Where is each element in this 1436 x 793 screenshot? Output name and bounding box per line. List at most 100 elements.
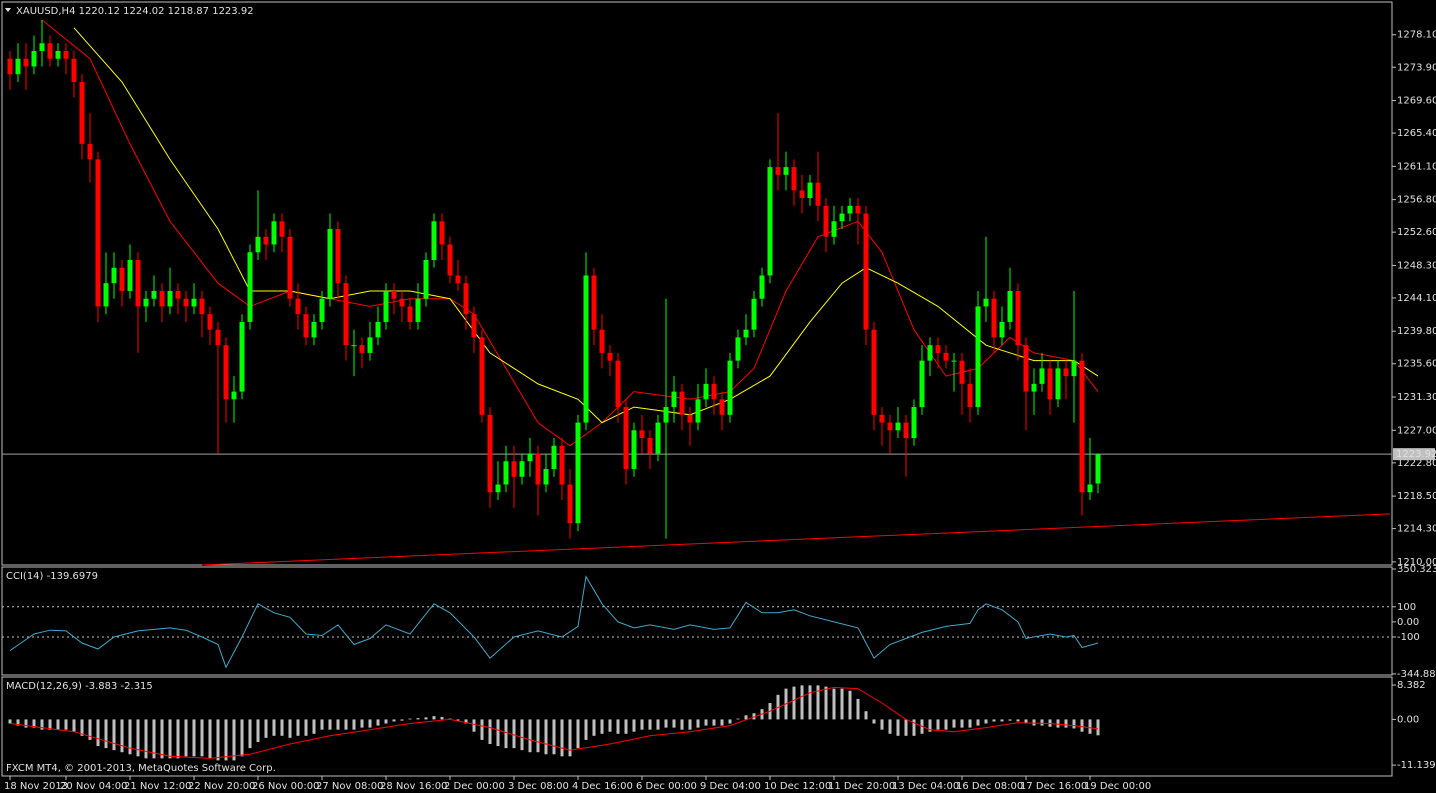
macd-bar [256,719,260,742]
macd-bar [632,719,636,732]
candle-body [743,329,749,338]
x-tick-label: 13 Dec 04:00 [892,781,959,792]
candle-body [367,337,373,353]
panel-border [1,1,1393,566]
x-tick-label: 26 Nov 00:00 [252,781,319,792]
macd-bar [376,719,380,726]
candle-body [103,283,109,307]
candle-body [775,167,781,175]
candle-body [375,321,381,338]
macd-bar [624,719,628,734]
macd-bar [96,719,100,747]
candle-body [671,391,677,408]
candle-body [319,298,325,322]
x-tick-label: 18 Nov 2013 [4,781,68,792]
macd-bar [440,716,444,720]
last-price-label: 1223.92 [1396,449,1436,460]
macd-bar [640,719,644,730]
candle-body [287,236,293,299]
macd-bar [16,719,20,726]
candle-body [1087,484,1093,493]
macd-bar [528,719,532,753]
macd-bar [720,719,724,726]
macd-bar [168,719,172,759]
y-tick-label: 100 [1397,602,1416,613]
candle-body [543,469,549,485]
y-tick-label: 0.00 [1397,714,1419,725]
candle-body [151,290,157,299]
candle-body [887,422,893,431]
candle-body [975,306,981,408]
macd-bar [1024,719,1028,724]
macd-bar [112,719,116,751]
macd-bar [424,717,428,720]
candle-body [679,391,685,415]
y-tick-label: -11.139 [1397,760,1436,771]
macd-bar [1032,719,1036,726]
x-tick-label: 22 Nov 20:00 [188,781,255,792]
candle-body [231,391,237,400]
candle-body [1095,454,1101,484]
macd-bar [280,719,284,736]
macd-bar [240,719,244,757]
candle-body [815,182,821,206]
candle-body [687,414,693,423]
macd-bar [816,685,820,720]
candle-body [511,461,517,477]
candle-body [223,345,229,400]
macd-bar [952,719,956,728]
macd-bar [392,719,396,722]
candle-body [855,205,861,214]
candle-body [1031,383,1037,392]
macd-bar [1056,719,1060,728]
candle-body [999,321,1005,338]
y-tick-label: 1214.30 [1397,524,1436,535]
macd-bar [224,719,228,761]
candle-body [359,345,365,353]
footer: FXCM MT4, © 2001-2013, MetaQuotes Softwa… [6,763,276,774]
macd-bar [896,719,900,736]
macd-bar [192,719,196,757]
menu-arrow[interactable] [5,8,11,12]
candle-body [39,43,45,51]
macd-bar [984,719,988,724]
candle-body [615,360,621,408]
candle-body [1063,368,1069,377]
candle-body [31,50,37,67]
macd-bar [72,719,76,732]
macd-bar [1016,719,1020,722]
macd-bar [544,719,548,755]
macd-bar [296,719,300,736]
candle-body [407,306,413,322]
candle-body [215,329,221,346]
candle-body [119,267,125,291]
candle-body [871,329,877,415]
y-tick-label: -344.8849 [1397,669,1436,680]
macd-bar [272,719,276,736]
y-tick-label: 1269.60 [1397,96,1436,107]
candle-body [823,205,829,237]
macd-bar [976,719,980,726]
candle-body [847,205,853,214]
candle-body [639,430,645,439]
macd-bar [32,719,36,728]
macd-bar [928,719,932,732]
macd-bar [352,719,356,730]
macd-bar [504,719,508,749]
y-tick-label: 1256.80 [1397,195,1436,206]
candle-body [343,283,349,346]
candle-body [159,290,165,307]
candle-body [431,221,437,261]
macd-bar [488,719,492,745]
candle-body [1015,290,1021,346]
macd-bar [304,719,308,736]
candle-body [471,314,477,338]
y-tick-label: 1239.80 [1397,326,1436,337]
candle-body [199,298,205,315]
macd-bar [888,719,892,734]
x-tick-label: 20 Nov 04:00 [60,781,127,792]
candle-body [927,345,933,361]
candle-body [303,314,309,338]
panel-title: XAUUSD,H4 1220.12 1224.02 1218.87 1223.9… [16,6,254,17]
